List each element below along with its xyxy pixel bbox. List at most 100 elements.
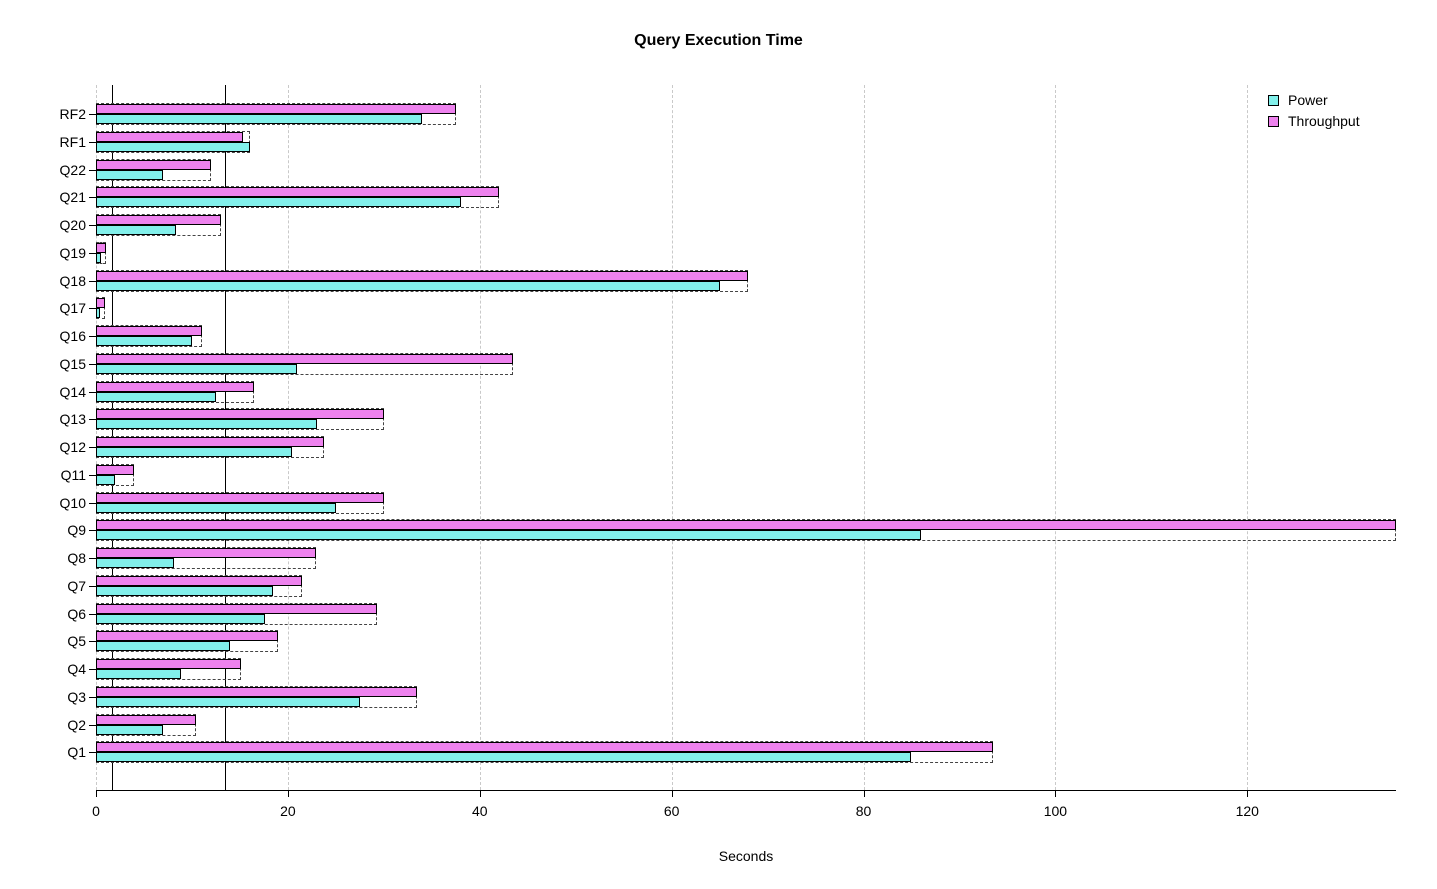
bar-throughput-q5 xyxy=(96,631,279,642)
y-tick-mark-q22 xyxy=(89,169,96,171)
y-axis-label-q4: Q4 xyxy=(67,661,86,677)
y-axis-label-q12: Q12 xyxy=(59,439,86,455)
legend: Power Throughput xyxy=(1268,92,1360,134)
bar-power-q15 xyxy=(96,363,298,374)
y-axis-label-q7: Q7 xyxy=(67,577,86,594)
y-tick-mark-q19 xyxy=(89,252,96,254)
x-tick-label: 60 xyxy=(663,803,680,819)
bar-power-q7 xyxy=(96,585,273,596)
y-axis-label-q20: Q20 xyxy=(59,217,86,233)
y-axis-label-q2: Q2 xyxy=(67,716,86,733)
bar-power-q8 xyxy=(96,558,174,568)
bar-throughput-q19 xyxy=(96,242,106,253)
x-gridline xyxy=(863,85,865,790)
y-axis-label-q5: Q5 xyxy=(67,633,86,650)
bar-power-q21 xyxy=(96,197,461,208)
x-tick-mark xyxy=(479,791,481,797)
bar-throughput-q12 xyxy=(96,437,325,447)
legend-swatch-power-icon xyxy=(1268,94,1279,106)
y-tick-mark-q16 xyxy=(89,336,96,337)
legend-item-power: Power xyxy=(1268,92,1360,108)
x-gridline xyxy=(479,85,481,790)
bar-power-q9 xyxy=(96,530,922,541)
y-axis-label-q11: Q11 xyxy=(60,466,86,483)
y-tick-mark-q11 xyxy=(89,474,96,476)
legend-swatch-throughput-icon xyxy=(1268,115,1279,127)
y-tick-mark-rf2 xyxy=(89,114,96,115)
x-axis-title: Seconds xyxy=(718,848,774,864)
bar-throughput-q7 xyxy=(96,575,303,586)
y-axis-label-rf1: RF1 xyxy=(59,133,86,150)
bar-throughput-rf1 xyxy=(96,131,243,142)
y-tick-mark-q8 xyxy=(89,558,96,559)
bar-power-q1 xyxy=(96,752,912,763)
y-tick-mark-q1 xyxy=(89,752,96,754)
y-tick-mark-rf1 xyxy=(89,141,96,143)
x-tick-label: 120 xyxy=(1235,803,1259,819)
y-axis-label-rf2: RF2 xyxy=(59,106,86,122)
y-axis-label-q22: Q22 xyxy=(59,161,86,178)
y-tick-mark-q15 xyxy=(89,363,96,365)
y-axis-label-q3: Q3 xyxy=(67,688,86,705)
bar-power-q16 xyxy=(96,336,192,346)
bar-throughput-rf2 xyxy=(96,104,456,114)
bar-power-q19 xyxy=(96,252,101,263)
x-tick-label: 0 xyxy=(92,803,100,819)
y-axis-label-q17: Q17 xyxy=(59,300,86,317)
y-axis-label-q15: Q15 xyxy=(59,355,86,372)
y-tick-mark-q7 xyxy=(89,585,96,587)
x-axis-line xyxy=(96,790,1396,791)
bar-power-q2 xyxy=(96,724,164,735)
y-tick-mark-q4 xyxy=(89,669,96,670)
legend-label-throughput: Throughput xyxy=(1288,113,1360,129)
bar-power-q18 xyxy=(96,280,720,291)
bar-throughput-q22 xyxy=(96,159,212,170)
bar-throughput-q2 xyxy=(96,714,196,725)
y-axis-label-q19: Q19 xyxy=(59,244,86,261)
y-tick-mark-q10 xyxy=(89,502,96,504)
bar-throughput-q3 xyxy=(96,686,418,697)
bar-throughput-q18 xyxy=(96,270,749,281)
y-tick-mark-q13 xyxy=(89,419,96,421)
y-axis-label-q18: Q18 xyxy=(59,272,86,289)
bar-throughput-q8 xyxy=(96,548,316,558)
bar-power-q13 xyxy=(96,419,317,430)
bar-throughput-q15 xyxy=(96,353,514,364)
y-tick-mark-q14 xyxy=(89,391,96,393)
y-tick-mark-q21 xyxy=(89,197,96,199)
bar-throughput-q9 xyxy=(96,520,1396,531)
y-tick-mark-q3 xyxy=(89,696,96,698)
bar-throughput-q16 xyxy=(96,326,202,336)
y-axis-label-q9: Q9 xyxy=(67,522,86,539)
x-tick-mark xyxy=(287,791,289,797)
y-axis-label-q21: Q21 xyxy=(59,189,86,206)
bar-power-rf2 xyxy=(96,114,423,124)
y-tick-mark-q18 xyxy=(89,280,96,282)
y-tick-mark-q9 xyxy=(89,530,96,532)
y-tick-mark-q6 xyxy=(89,613,96,615)
x-tick-label: 20 xyxy=(280,803,296,819)
x-tick-label: 100 xyxy=(1043,803,1068,819)
y-axis-label-q14: Q14 xyxy=(59,383,86,400)
x-tick-label: 80 xyxy=(855,803,872,819)
bar-throughput-q14 xyxy=(96,381,255,392)
y-tick-mark-q12 xyxy=(89,447,96,448)
bar-throughput-q13 xyxy=(96,409,384,420)
x-tick-mark xyxy=(863,791,865,797)
y-axis-label-q6: Q6 xyxy=(67,605,86,622)
bar-power-q5 xyxy=(96,641,231,652)
y-tick-mark-q20 xyxy=(89,225,96,226)
x-tick-mark xyxy=(1055,791,1057,797)
bar-power-q10 xyxy=(96,502,336,513)
y-tick-mark-q17 xyxy=(89,308,96,310)
bar-throughput-q4 xyxy=(96,659,241,669)
y-tick-mark-q5 xyxy=(89,641,96,643)
bar-power-rf1 xyxy=(96,141,250,152)
bar-power-q14 xyxy=(96,391,216,402)
legend-item-throughput: Throughput xyxy=(1268,113,1360,129)
x-gridline xyxy=(1247,85,1249,790)
chart-title: Query Execution Time xyxy=(634,32,803,49)
bar-power-q17 xyxy=(96,308,100,319)
bar-power-q22 xyxy=(96,169,164,180)
